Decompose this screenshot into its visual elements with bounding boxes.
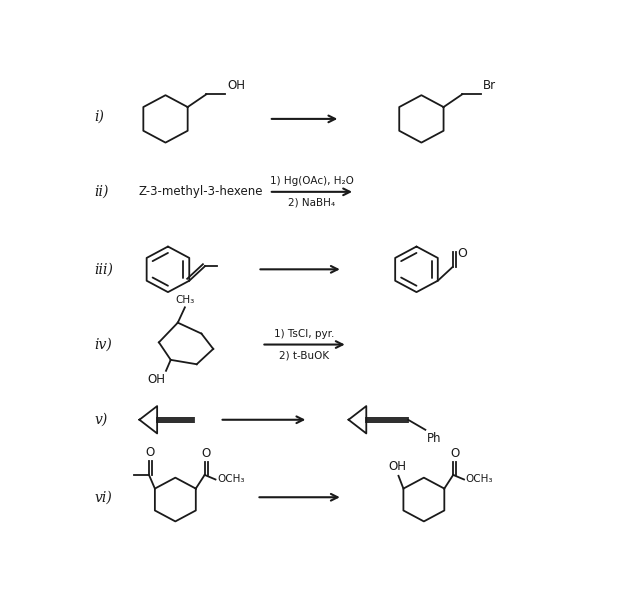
Text: 2) t-BuOK: 2) t-BuOK bbox=[279, 350, 330, 361]
Text: CH₃: CH₃ bbox=[175, 295, 194, 305]
Text: OCH₃: OCH₃ bbox=[217, 474, 244, 484]
Text: v): v) bbox=[94, 413, 107, 427]
Text: 2) NaBH₄: 2) NaBH₄ bbox=[288, 198, 335, 208]
Text: O: O bbox=[146, 446, 155, 459]
Text: vi): vi) bbox=[94, 490, 112, 504]
Text: Ph: Ph bbox=[427, 432, 441, 445]
Text: OCH₃: OCH₃ bbox=[465, 474, 493, 484]
Text: OH: OH bbox=[227, 79, 245, 92]
Text: Br: Br bbox=[483, 79, 496, 92]
Text: OH: OH bbox=[389, 460, 406, 473]
Text: O: O bbox=[201, 448, 211, 461]
Text: iii): iii) bbox=[94, 262, 113, 276]
Text: iv): iv) bbox=[94, 337, 112, 352]
Text: OH: OH bbox=[147, 373, 165, 386]
Text: i): i) bbox=[94, 110, 104, 124]
Text: Z-3-methyl-3-hexene: Z-3-methyl-3-hexene bbox=[138, 185, 263, 198]
Text: 1) Hg(OAc), H₂O: 1) Hg(OAc), H₂O bbox=[270, 176, 354, 186]
Text: O: O bbox=[450, 448, 459, 461]
Text: ii): ii) bbox=[94, 185, 109, 199]
Text: 1) TsCl, pyr.: 1) TsCl, pyr. bbox=[274, 329, 335, 339]
Text: O: O bbox=[457, 247, 467, 260]
